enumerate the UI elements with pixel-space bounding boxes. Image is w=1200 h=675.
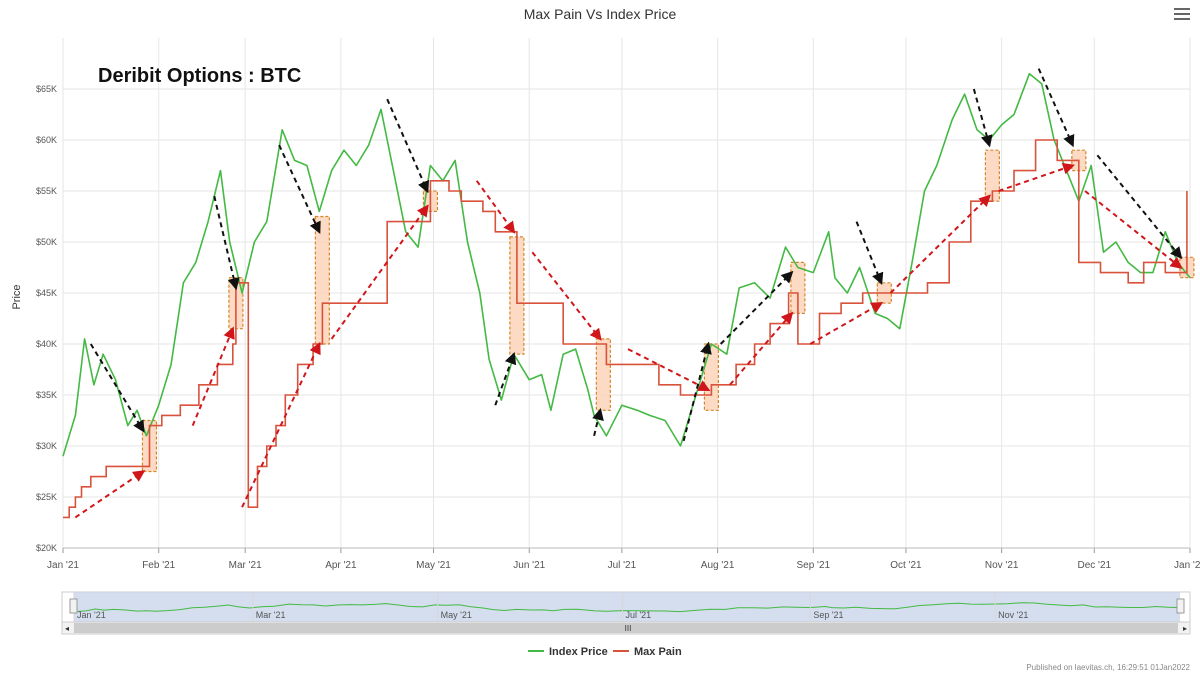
red-trend-arrow bbox=[241, 341, 321, 508]
x-tick-label: Jul '21 bbox=[608, 560, 637, 571]
x-tick-label: Nov '21 bbox=[985, 560, 1019, 571]
navigator-tick-label: Jul '21 bbox=[625, 610, 651, 620]
black-trend-arrow bbox=[682, 341, 712, 442]
red-trend-arrow bbox=[74, 470, 146, 519]
x-tick-label: Jan '22 bbox=[1174, 560, 1200, 571]
navigator-tick-label: Sep '21 bbox=[813, 610, 843, 620]
grid-layer bbox=[62, 38, 1191, 549]
black-trend-arrow bbox=[386, 98, 429, 194]
red-trend-arrow bbox=[531, 251, 602, 341]
red-trend-arrow bbox=[191, 326, 235, 426]
black-trend-arrow bbox=[1037, 68, 1075, 148]
x-tick-label: Sep '21 bbox=[796, 560, 830, 571]
legend-item-index-price[interactable]: Index Price bbox=[528, 646, 608, 658]
scrollbar-grip-icon: III bbox=[625, 624, 632, 633]
black-trend-arrow bbox=[89, 343, 145, 433]
red-trend-arrow bbox=[998, 162, 1075, 192]
axis-layer: $20K $25K $30K $35K $40K $45K $50K $55K $60K $65K… bbox=[36, 84, 1200, 571]
x-tick-label: Jun '21 bbox=[513, 560, 545, 571]
highlight-boxes bbox=[141, 149, 1195, 473]
x-tick-label: Feb '21 bbox=[142, 560, 175, 571]
y-tick-label: $65K bbox=[36, 84, 57, 94]
x-tick-label: Mar '21 bbox=[229, 560, 262, 571]
red-trend-arrow bbox=[627, 348, 711, 391]
legend: Index Price Max Pain bbox=[528, 646, 682, 658]
navigator-ticks: Jan '21 Mar '21 May '21 Jul '21 Sep '21 Nov '… bbox=[73, 592, 1028, 622]
legend-label-max-pain: Max Pain bbox=[634, 646, 682, 658]
y-tick-label: $30K bbox=[36, 441, 57, 451]
hamburger-menu-icon[interactable] bbox=[1174, 8, 1190, 22]
navigator[interactable]: Jan '21 Mar '21 May '21 Jul '21 Sep '21 Nov '… bbox=[61, 591, 1191, 635]
y-tick-label: $20K bbox=[36, 543, 57, 553]
red-trend-arrow bbox=[1084, 190, 1183, 269]
scroll-left-icon[interactable]: ◂ bbox=[65, 624, 69, 633]
y-tick-label: $25K bbox=[36, 492, 57, 502]
red-trend-arrow bbox=[729, 311, 794, 386]
index-price-line bbox=[62, 72, 1191, 457]
red-trend-arrow bbox=[330, 204, 429, 340]
navigator-handle-right[interactable] bbox=[1176, 598, 1185, 614]
red-trend-arrow bbox=[475, 180, 516, 234]
legend-item-max-pain[interactable]: Max Pain bbox=[613, 646, 682, 658]
navigator-handle-left[interactable] bbox=[69, 598, 78, 614]
y-tick-label: $35K bbox=[36, 390, 57, 400]
highlight-box bbox=[595, 338, 611, 411]
navigator-tick-label: Nov '21 bbox=[998, 610, 1028, 620]
legend-label-index-price: Index Price bbox=[549, 646, 608, 658]
x-tick-label: May '21 bbox=[416, 560, 451, 571]
black-trend-arrow bbox=[972, 88, 993, 148]
published-credit: Published on laevitas.ch, 16:29:51 01Jan… bbox=[1026, 663, 1190, 672]
scroll-right-icon[interactable]: ▸ bbox=[1183, 624, 1187, 633]
black-trend-arrow bbox=[1096, 154, 1183, 260]
x-tick-label: Dec '21 bbox=[1077, 560, 1111, 571]
y-tick-label: $45K bbox=[36, 288, 57, 298]
y-tick-label: $60K bbox=[36, 135, 57, 145]
x-tick-label: Aug '21 bbox=[701, 560, 735, 571]
trend-arrows bbox=[74, 68, 1183, 519]
max-pain-line bbox=[63, 139, 1188, 519]
black-trend-arrow bbox=[855, 221, 884, 286]
x-tick-label: Oct '21 bbox=[890, 560, 922, 571]
black-trend-arrow bbox=[494, 351, 517, 406]
red-trend-arrow bbox=[809, 302, 884, 345]
navigator-tick-label: Mar '21 bbox=[256, 610, 286, 620]
black-trend-arrow bbox=[592, 407, 604, 437]
black-trend-arrow bbox=[278, 144, 321, 234]
x-tick-label: Jan '21 bbox=[47, 560, 79, 571]
chart-annotation: Deribit Options : BTC bbox=[98, 65, 301, 87]
highlight-box bbox=[314, 215, 330, 345]
black-trend-arrow bbox=[719, 270, 794, 345]
navigator-tick-label: Jan '21 bbox=[77, 610, 106, 620]
x-tick-label: Apr '21 bbox=[325, 560, 357, 571]
y-axis-label: Price bbox=[11, 284, 23, 309]
y-tick-label: $55K bbox=[36, 186, 57, 196]
highlight-box bbox=[703, 343, 720, 411]
y-tick-label: $50K bbox=[36, 237, 57, 247]
scrollbar-thumb[interactable] bbox=[74, 623, 1178, 633]
black-trend-arrow bbox=[213, 195, 240, 291]
red-trend-arrow bbox=[889, 194, 992, 294]
chart-title: Max Pain Vs Index Price bbox=[523, 6, 677, 22]
navigator-tick-label: May '21 bbox=[441, 610, 472, 620]
y-tick-label: $40K bbox=[36, 339, 57, 349]
